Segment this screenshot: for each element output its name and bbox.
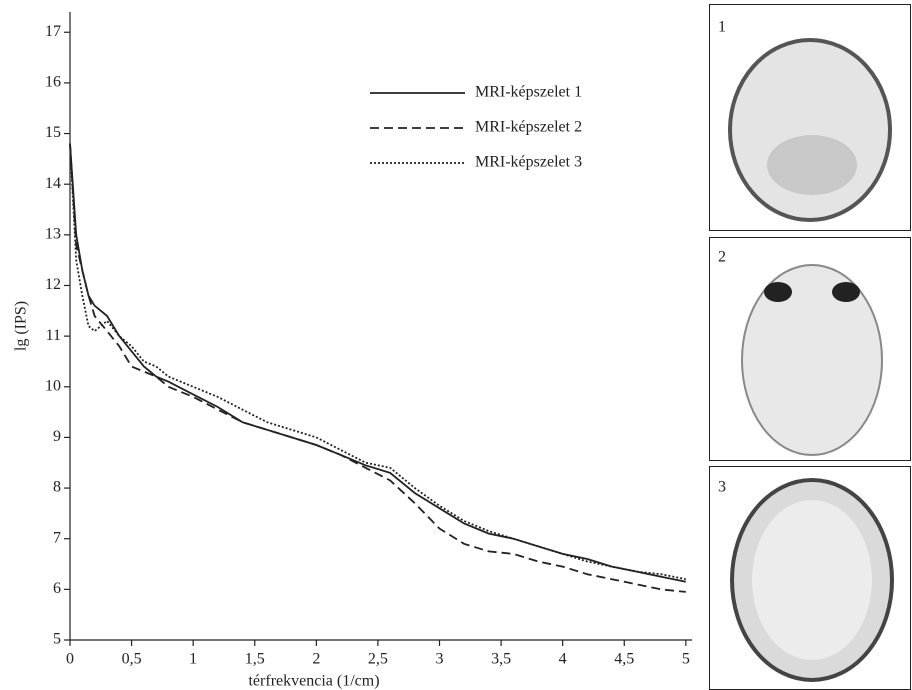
y-tick-label: 10: [45, 377, 61, 394]
y-tick-label: 11: [46, 327, 61, 344]
mri-detail: [752, 500, 872, 660]
mri-detail: [767, 135, 857, 195]
series-line: [69, 143, 686, 593]
x-tick-label: 2,5: [368, 651, 388, 668]
y-tick-label: 12: [45, 276, 61, 293]
x-tick-label: 3: [436, 651, 444, 668]
panel-label: 1: [718, 19, 726, 36]
y-tick-label: 8: [53, 479, 61, 496]
y-axis-label: lg (IPS): [13, 301, 30, 351]
mri-detail: [832, 282, 860, 302]
series-line: [69, 143, 686, 583]
y-tick-label: 15: [45, 124, 61, 141]
y-tick-label: 16: [45, 74, 61, 91]
x-tick-label: 1,5: [245, 651, 265, 668]
x-tick-label: 4,5: [614, 651, 634, 668]
x-axis-label: térfrekvencia (1/cm): [248, 673, 379, 690]
panel-label: 3: [718, 479, 726, 496]
x-tick-label: 0,5: [122, 651, 142, 668]
y-tick-label: 7: [53, 529, 61, 546]
legend-label: MRI-képszelet 1: [475, 84, 582, 101]
y-tick-label: 13: [45, 226, 61, 243]
legend-label: MRI-képszelet 3: [475, 154, 582, 171]
x-tick-label: 1: [189, 651, 197, 668]
x-tick-label: 3,5: [491, 651, 511, 668]
mri-slice: [741, 264, 883, 456]
y-tick-label: 9: [53, 428, 61, 445]
y-tick-label: 6: [53, 580, 61, 597]
panel-label: 2: [718, 249, 726, 266]
y-tick-label: 17: [45, 23, 61, 40]
x-tick-label: 4: [559, 651, 567, 668]
x-tick-label: 2: [312, 651, 320, 668]
mri-panels: 1 2 3: [709, 4, 911, 690]
legend-label: MRI-képszelet 2: [475, 119, 582, 136]
x-tick-label: 0: [66, 651, 74, 668]
y-tick-label: 14: [45, 175, 61, 192]
series-line: [69, 143, 686, 581]
mri-detail: [764, 282, 792, 302]
x-tick-label: 5: [682, 651, 690, 668]
y-tick-label: 5: [53, 631, 61, 648]
